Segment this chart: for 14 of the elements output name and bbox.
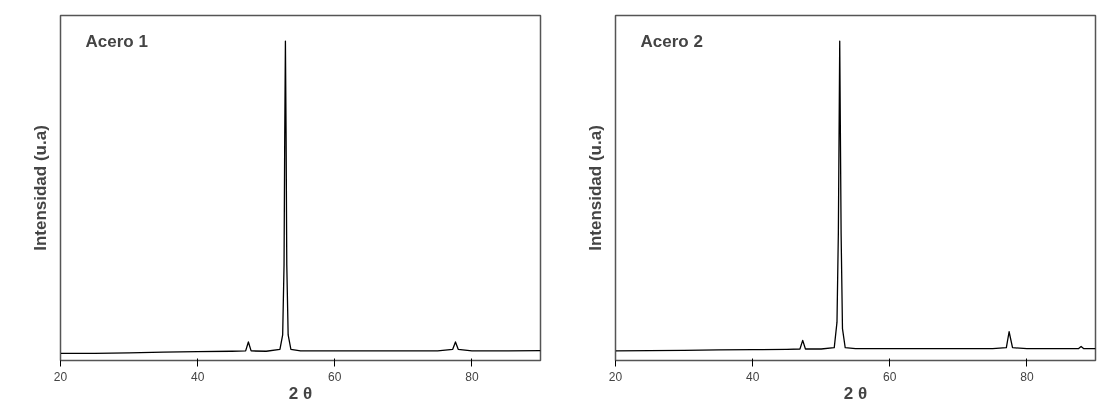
chart-title: Acero 2 [640, 31, 703, 51]
x-axis-title: 2 θ [288, 383, 313, 403]
chart-title: Acero 1 [85, 31, 148, 51]
x-tick-label: 60 [328, 369, 342, 384]
x-tick-label: 40 [190, 369, 205, 384]
y-axis-title: Intensidad (u.a) [30, 125, 50, 251]
y-axis-title: Intensidad (u.a) [585, 125, 605, 251]
x-tick-label: 20 [53, 369, 68, 384]
x-tick-label: 40 [745, 369, 760, 384]
x-tick-label: 60 [883, 369, 897, 384]
x-tick-label: 20 [608, 369, 623, 384]
x-tick-label: 80 [1020, 369, 1034, 384]
x-axis-title: 2 θ [843, 383, 868, 403]
x-tick-label: 80 [465, 369, 479, 384]
